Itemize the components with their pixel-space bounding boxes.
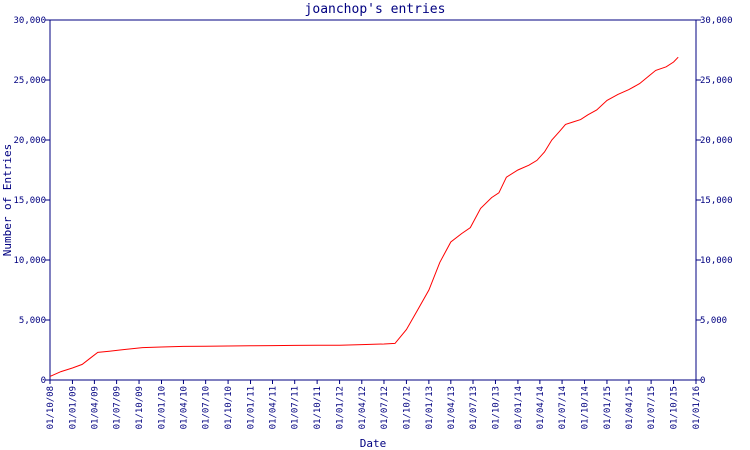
- x-tick-label: 01/07/11: [291, 386, 301, 429]
- x-tick-label: 01/07/15: [647, 386, 657, 429]
- y-tick-label-right: 25,000: [700, 76, 733, 86]
- x-tick-label: 01/10/12: [402, 386, 412, 429]
- x-tick-label: 01/04/09: [90, 386, 100, 429]
- x-tick-label: 01/01/15: [603, 386, 613, 429]
- x-tick-label: 01/07/09: [113, 386, 123, 429]
- y-axis-left: 0 5,000 10,000 15,000 20,000 25,000 30,000: [13, 16, 50, 386]
- y-tick-label-right: 10,000: [700, 256, 733, 266]
- y-tick-label-right: 20,000: [700, 136, 733, 146]
- x-tick-label: 01/01/09: [68, 386, 78, 429]
- x-tick-label: 01/04/10: [179, 386, 189, 429]
- x-tick-label: 01/07/10: [202, 386, 212, 429]
- x-tick-label: 01/04/11: [268, 386, 278, 429]
- x-tick-label: 01/04/14: [536, 386, 546, 429]
- y-tick-label-left: 5,000: [19, 316, 46, 326]
- series-line: [49, 56, 679, 377]
- y-axis-label: Number of Entries: [1, 144, 14, 257]
- y-tick-label-right: 30,000: [700, 16, 733, 26]
- y-axis-right: 0 5,000 10,000 15,000 20,000 25,000 30,000: [696, 16, 733, 386]
- x-axis: 01/10/08 01/01/09 01/04/09 01/07/09 01/10/09…: [46, 380, 702, 429]
- x-tick-label: 01/04/12: [358, 386, 368, 429]
- x-tick-label: 01/10/08: [46, 386, 56, 429]
- x-tick-label: 01/10/10: [224, 386, 234, 429]
- chart-title: joanchop's entries: [305, 2, 446, 17]
- x-tick-label: 01/07/14: [558, 386, 568, 429]
- y-tick-label-left: 0: [41, 376, 46, 386]
- x-tick-label: 01/10/11: [313, 386, 323, 429]
- x-tick-label: 01/01/13: [425, 386, 435, 429]
- x-tick-label: 01/07/12: [380, 386, 390, 429]
- series-layer: [49, 56, 679, 377]
- x-tick-label: 01/10/13: [491, 386, 501, 429]
- plot-frame: [49, 19, 697, 381]
- y-tick-label-left: 30,000: [13, 16, 46, 26]
- x-tick-label: 01/01/14: [514, 386, 524, 429]
- y-tick-label-right: 0: [700, 376, 705, 386]
- x-tick-label: 01/10/14: [581, 386, 591, 429]
- x-tick-label: 01/10/09: [135, 386, 145, 429]
- y-tick-label-right: 5,000: [700, 316, 727, 326]
- x-tick-label: 01/01/12: [336, 386, 346, 429]
- x-tick-label: 01/07/13: [469, 386, 479, 429]
- x-tick-label: 01/04/15: [625, 386, 635, 429]
- y-tick-label-left: 10,000: [13, 256, 46, 266]
- x-axis-label: Date: [360, 437, 387, 450]
- x-tick-label: 01/01/10: [157, 386, 167, 429]
- y-tick-label-left: 20,000: [13, 136, 46, 146]
- x-tick-label: 01/10/15: [670, 386, 680, 429]
- y-tick-label-left: 25,000: [13, 76, 46, 86]
- x-tick-label: 01/01/11: [247, 386, 257, 429]
- x-tick-label: 01/04/13: [447, 386, 457, 429]
- y-tick-label-right: 15,000: [700, 196, 733, 206]
- y-tick-label-left: 15,000: [13, 196, 46, 206]
- x-tick-label: 01/01/16: [692, 386, 702, 429]
